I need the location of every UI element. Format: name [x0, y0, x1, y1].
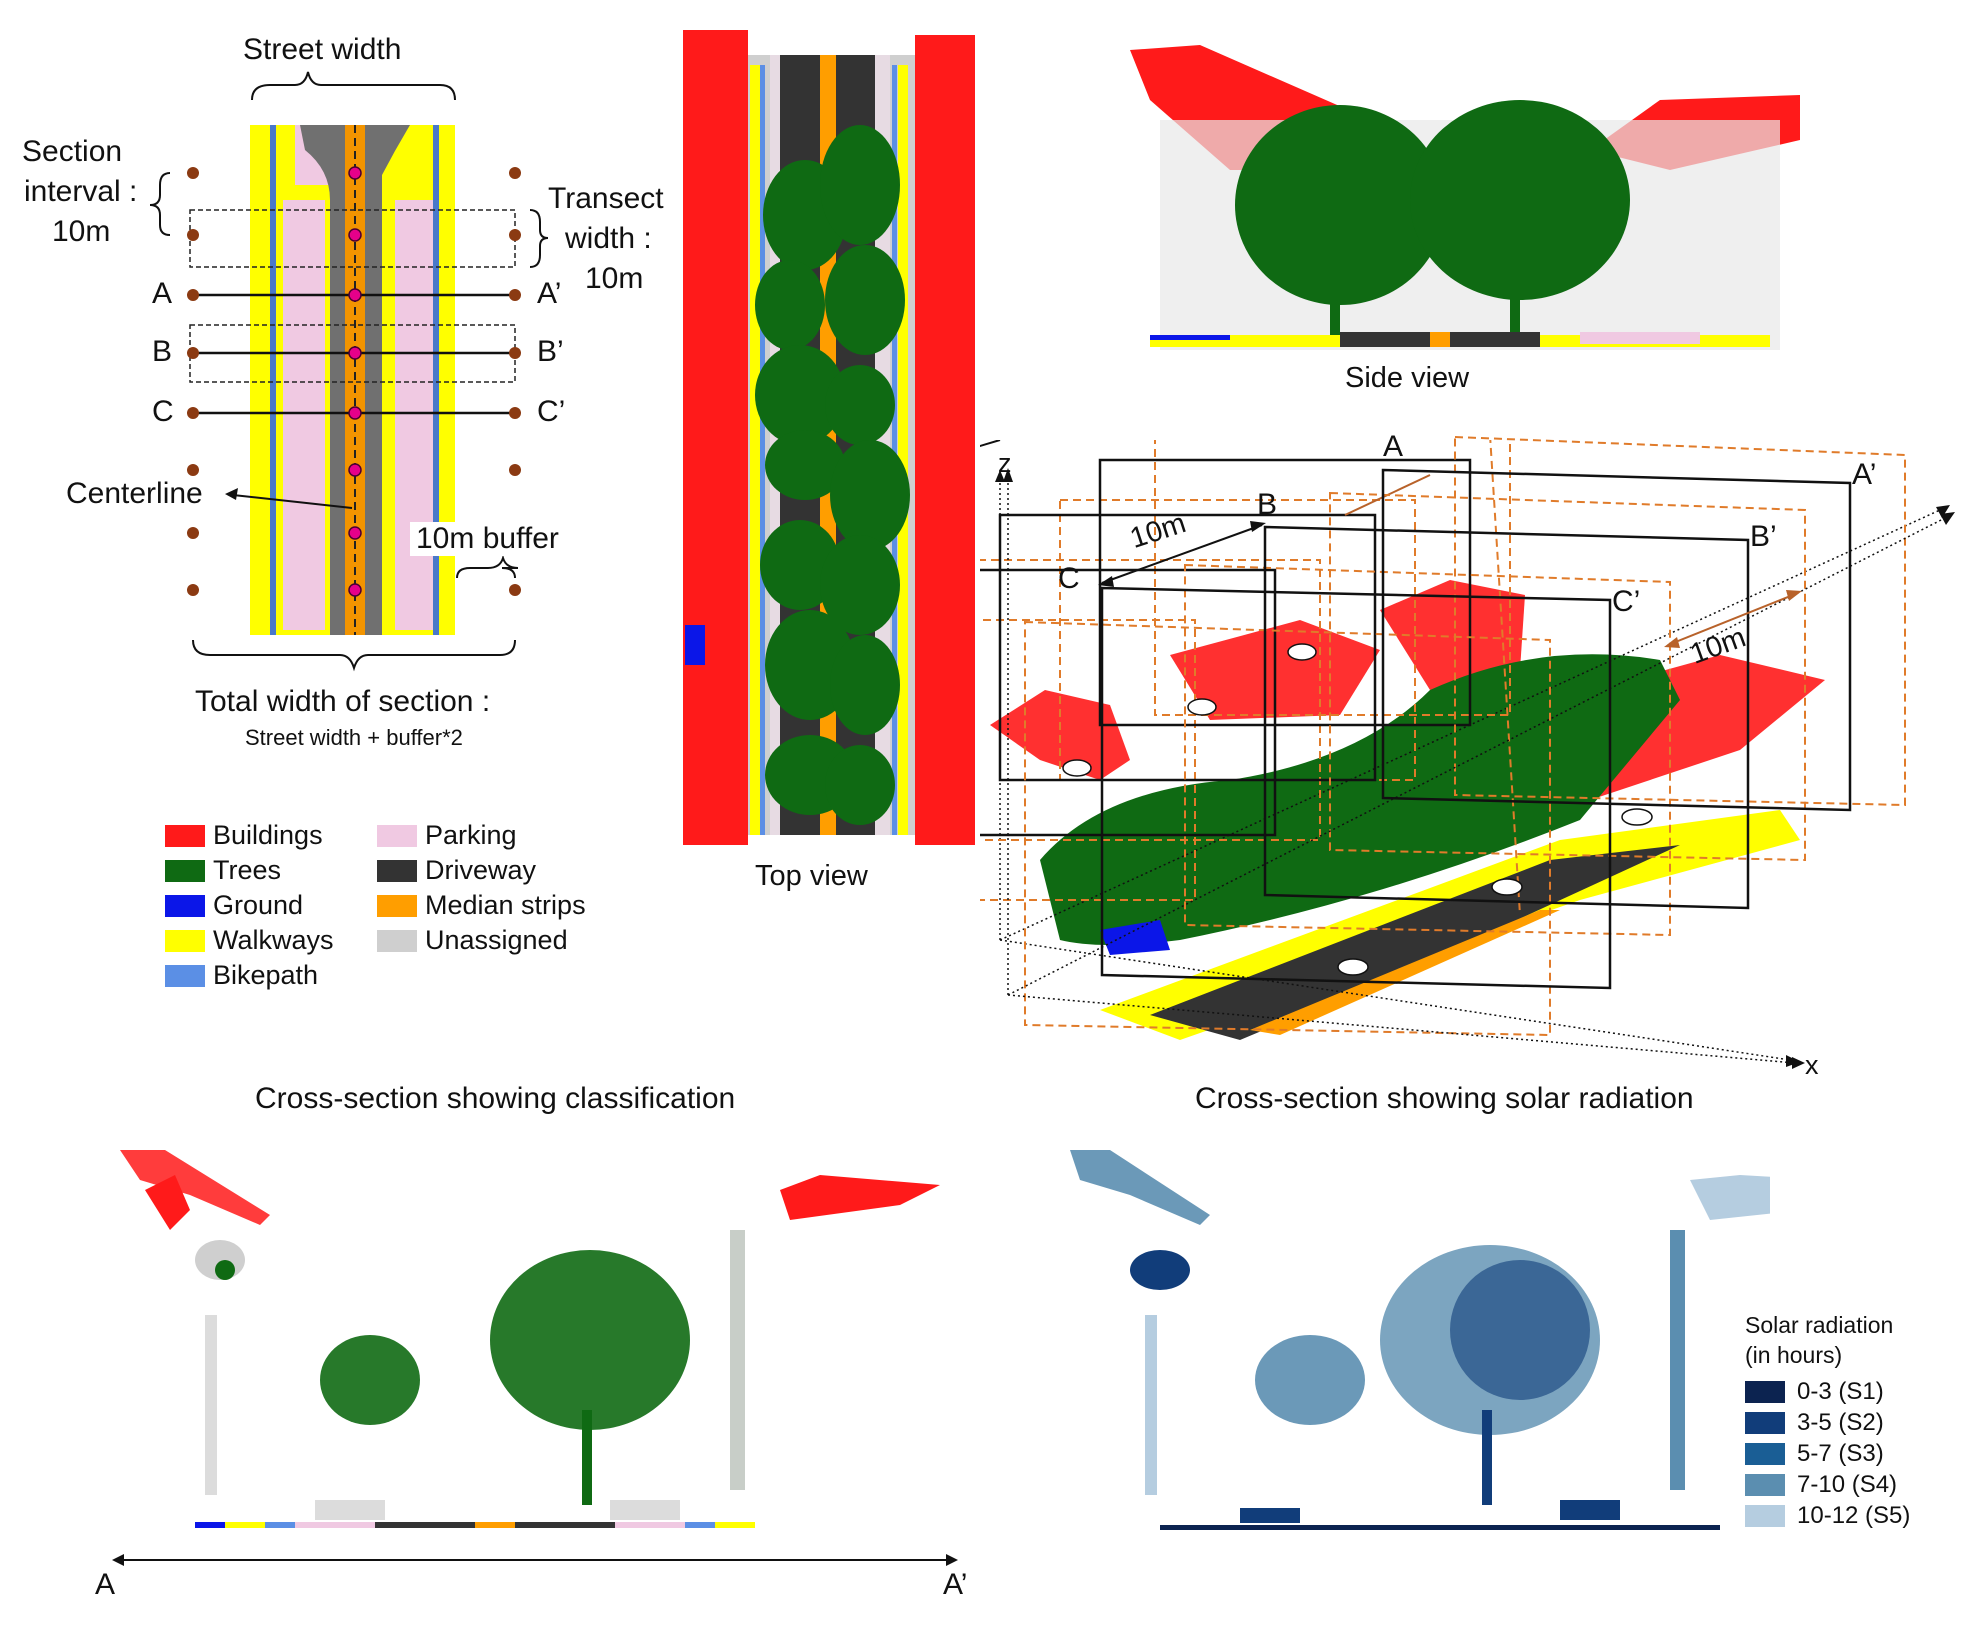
- top-view-point-cloud: [680, 25, 980, 855]
- section-b-prime-label: B’: [537, 335, 564, 368]
- legend-swatch: [165, 859, 205, 882]
- legend-item-trees: Trees: [165, 855, 281, 886]
- section-a-prime-label: A’: [537, 277, 562, 310]
- legend-item-driveway: Driveway: [377, 855, 536, 886]
- section-interval-label-2: interval :: [24, 175, 138, 208]
- legend-swatch: [377, 929, 417, 952]
- solar-legend-title-1: Solar radiation: [1745, 1312, 1894, 1338]
- legend-swatch: [377, 824, 417, 847]
- persp-label-a-prime: A’: [1852, 458, 1877, 491]
- legend-swatch: [1745, 1505, 1785, 1527]
- solar-legend-title-2: (in hours): [1745, 1342, 1843, 1368]
- legend-swatch: [165, 894, 205, 917]
- solar-svg: [1070, 1150, 1910, 1530]
- legend-swatch: [1745, 1412, 1785, 1434]
- top-view-label: Top view: [755, 860, 868, 892]
- transect-width-label-1: Transect: [548, 182, 664, 215]
- section-interval-label-3: 10m: [52, 215, 111, 248]
- perspective-svg: [839, 434, 1950, 1067]
- persp-label-b-prime: B’: [1750, 520, 1777, 553]
- legend-swatch: [1745, 1443, 1785, 1465]
- classification-axis-arrow: [112, 1554, 958, 1566]
- centerline-label: Centerline: [66, 477, 203, 510]
- section-b-label: B: [152, 335, 173, 368]
- street-plan-svg: [149, 71, 549, 672]
- persp-label-c-prime: C’: [1612, 585, 1641, 618]
- axis-z-label: z: [998, 448, 1012, 478]
- transect-width-label-2: width :: [565, 222, 652, 255]
- legend-item-buildings: Buildings: [165, 820, 323, 851]
- legend-swatch: [377, 859, 417, 882]
- axis-a-prime-label: A’: [943, 1568, 968, 1601]
- classification-legend: Buildings Trees Ground Walkways Bikepath…: [165, 820, 645, 1000]
- legend-swatch: [165, 929, 205, 952]
- classification-svg: [120, 1150, 940, 1528]
- persp-label-b: B: [1257, 488, 1278, 521]
- section-a-label: A: [152, 277, 173, 310]
- legend-item-walkways: Walkways: [165, 925, 334, 956]
- persp-label-a: A: [1383, 430, 1404, 463]
- legend-item-parking: Parking: [377, 820, 517, 851]
- legend-swatch: [1745, 1381, 1785, 1403]
- section-interval-label-1: Section: [22, 135, 123, 168]
- solar-title: Cross-section showing solar radiation: [1195, 1082, 1694, 1115]
- street-plan-diagram: [0, 0, 560, 760]
- legend-swatch: [165, 964, 205, 987]
- legend-swatch: [377, 894, 417, 917]
- legend-item-bikepath: Bikepath: [165, 960, 318, 991]
- total-width-label: Total width of section :: [195, 685, 491, 718]
- solar-legend-item-s3: 5-7 (S3): [1745, 1440, 1884, 1468]
- solar-legend: 0-3 (S1) 3-5 (S2) 5-7 (S3) 7-10 (S4) 10-…: [1745, 1378, 1955, 1538]
- legend-item-ground: Ground: [165, 890, 303, 921]
- classification-title: Cross-section showing classification: [255, 1082, 736, 1115]
- side-view-point-cloud: [1110, 20, 1810, 360]
- side-view-svg: [1130, 45, 1800, 360]
- solar-cross-section: [1050, 1130, 1910, 1550]
- perspective-sections-diagram: [839, 434, 1963, 1090]
- solar-legend-item-s1: 0-3 (S1): [1745, 1378, 1884, 1406]
- solar-legend-item-s2: 3-5 (S2): [1745, 1409, 1884, 1437]
- side-view-label: Side view: [1345, 362, 1470, 394]
- axis-x-label: x: [1805, 1050, 1819, 1080]
- legend-swatch: [165, 824, 205, 847]
- section-c-label: C: [152, 395, 174, 428]
- transect-width-label-3: 10m: [585, 262, 644, 295]
- total-width-formula: Street width + buffer*2: [245, 725, 463, 750]
- section-c-prime-label: C’: [537, 395, 566, 428]
- solar-legend-item-s5: 10-12 (S5): [1745, 1502, 1910, 1530]
- classification-cross-section: [100, 1130, 980, 1550]
- persp-label-c: C: [1058, 562, 1080, 595]
- buffer-label: 10m buffer: [410, 522, 565, 556]
- legend-item-median-strips: Median strips: [377, 890, 586, 921]
- legend-swatch: [1745, 1474, 1785, 1496]
- axis-a-label: A: [95, 1568, 116, 1601]
- legend-item-unassigned: Unassigned: [377, 925, 568, 956]
- street-width-label: Street width: [243, 33, 402, 66]
- top-view-svg: [683, 30, 975, 845]
- solar-legend-item-s4: 7-10 (S4): [1745, 1471, 1897, 1499]
